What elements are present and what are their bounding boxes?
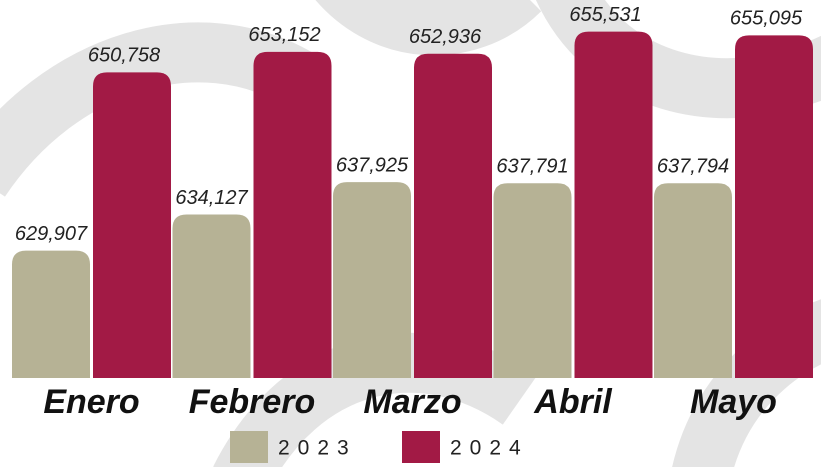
value-label: 650,758 <box>88 45 160 67</box>
bar <box>173 215 251 378</box>
bar <box>494 183 572 378</box>
value-label: 653,152 <box>248 24 320 46</box>
bar <box>333 182 411 378</box>
value-label: 637,794 <box>657 155 729 177</box>
legend-swatch <box>402 431 440 463</box>
bar <box>735 35 813 378</box>
bar <box>654 183 732 378</box>
legend-label: 2023 <box>278 437 357 460</box>
value-label: 652,936 <box>409 26 482 48</box>
legend-label: 2024 <box>450 437 529 460</box>
chart: 629,907 650,758 Enero 634,127 653,152 Febrero… <box>0 0 821 467</box>
bar <box>414 54 492 378</box>
category-label: Mayo <box>690 383 777 421</box>
bar <box>254 52 332 378</box>
value-label: 629,907 <box>15 223 88 245</box>
category-label: Enero <box>43 383 139 421</box>
category-label: Abril <box>533 383 613 421</box>
value-label: 637,925 <box>336 154 409 176</box>
bar <box>575 32 653 378</box>
value-label: 655,095 <box>730 8 803 30</box>
category-label: Marzo <box>363 383 461 421</box>
value-label: 637,791 <box>496 155 568 177</box>
category-label: Febrero <box>189 383 316 421</box>
legend-swatch <box>230 431 268 463</box>
value-label: 634,127 <box>175 187 248 209</box>
value-label: 655,531 <box>569 4 641 26</box>
bar <box>12 251 90 378</box>
bar <box>93 72 171 378</box>
